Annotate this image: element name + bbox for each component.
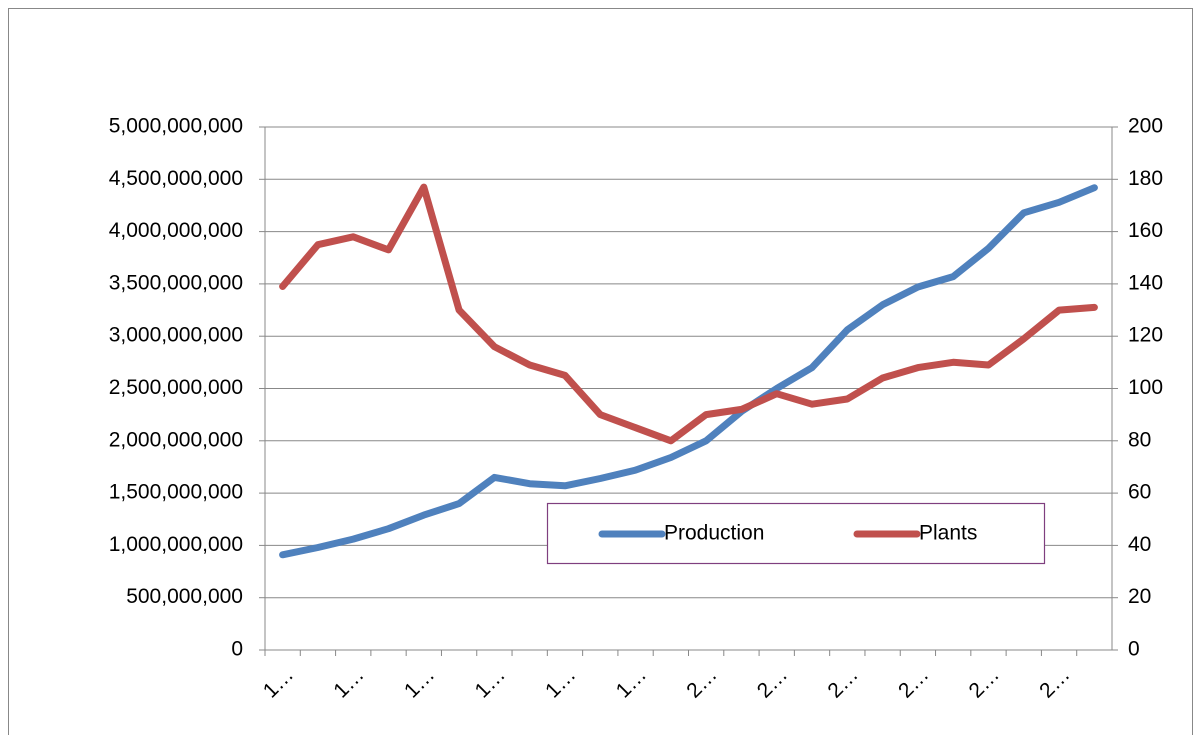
series-line <box>279 183 1098 445</box>
legend-label: Production <box>664 522 764 545</box>
y-tick-label: 0 <box>231 638 243 661</box>
y-tick-label: 1,500,000,000 <box>109 481 243 504</box>
y2-tick-label: 140 <box>1128 271 1163 294</box>
y-tick-label: 1,000,000,000 <box>109 533 243 556</box>
y-tick-label: 5,000,000,000 <box>109 115 243 138</box>
y2-tick-label: 60 <box>1128 481 1151 504</box>
y2-tick-label: 40 <box>1128 533 1151 556</box>
y-tick-label: 2,000,000,000 <box>109 428 243 451</box>
y2-tick-label: 160 <box>1128 219 1163 242</box>
y-tick-label: 4,500,000,000 <box>109 167 243 190</box>
y2-tick-label: 20 <box>1128 585 1151 608</box>
y2-tick-label: 80 <box>1128 428 1151 451</box>
y2-tick-label: 0 <box>1128 638 1140 661</box>
y-tick-label: 3,500,000,000 <box>109 271 243 294</box>
y2-tick-label: 100 <box>1128 376 1163 399</box>
y-tick-label: 3,000,000,000 <box>109 324 243 347</box>
y-tick-label: 2,500,000,000 <box>109 376 243 399</box>
y2-tick-label: 200 <box>1128 115 1163 138</box>
y-tick-label: 4,000,000,000 <box>109 219 243 242</box>
y2-tick-label: 180 <box>1128 167 1163 190</box>
y2-tick-label: 120 <box>1128 324 1163 347</box>
legend-label: Plants <box>919 522 977 545</box>
y-tick-label: 500,000,000 <box>126 585 243 608</box>
series-line <box>279 184 1098 559</box>
chart-frame <box>8 8 1193 735</box>
